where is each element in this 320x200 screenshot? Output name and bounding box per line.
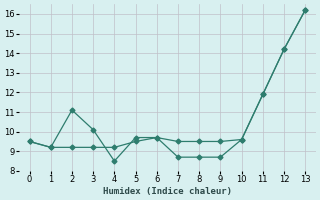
X-axis label: Humidex (Indice chaleur): Humidex (Indice chaleur) — [103, 187, 232, 196]
